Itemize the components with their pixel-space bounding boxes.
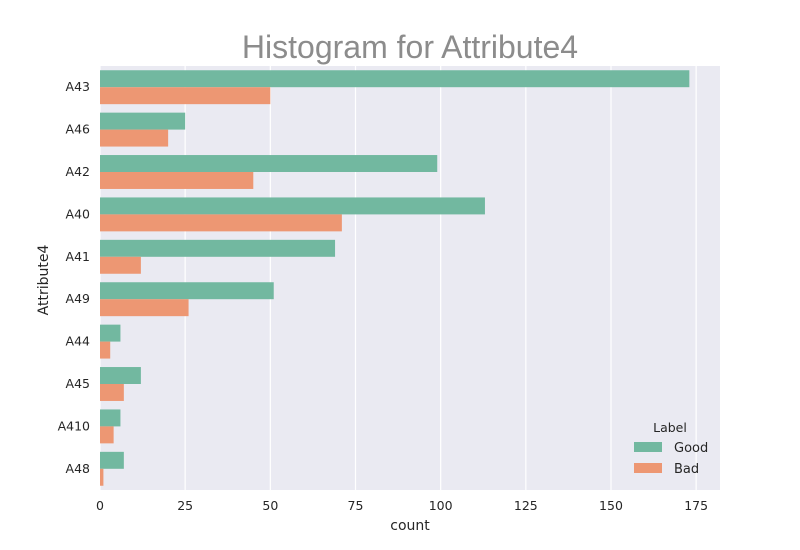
x-tick-label: 75 xyxy=(348,498,364,513)
bar-A41-bad xyxy=(100,256,141,274)
bar-A42-bad xyxy=(100,172,254,189)
bar-A43-good xyxy=(100,70,690,88)
y-tick-label: A48 xyxy=(66,461,91,476)
bar-A48-good xyxy=(100,451,124,469)
gridlines xyxy=(99,66,697,490)
y-tick-label: A42 xyxy=(66,164,90,179)
y-tick-label: A46 xyxy=(66,122,91,137)
y-tick-label: A40 xyxy=(66,206,91,221)
bar-A40-good xyxy=(100,197,485,215)
legend: Label Good Bad xyxy=(634,420,708,477)
bar-A43-bad xyxy=(100,87,271,105)
legend-label-good: Good xyxy=(674,441,708,456)
y-tick-label: A44 xyxy=(66,334,91,349)
y-tick-label: A43 xyxy=(66,79,90,94)
plot-area xyxy=(100,66,720,490)
bar-A48-bad xyxy=(100,468,104,486)
legend-swatch-bad xyxy=(634,463,662,473)
bar-A45-bad xyxy=(100,384,124,401)
bar-A410-good xyxy=(100,409,121,427)
bar-A44-bad xyxy=(100,341,111,359)
bar-A49-good xyxy=(100,282,274,300)
x-tick-labels: 0 25 50 75 100 125 150 175 xyxy=(96,498,708,513)
y-tick-labels: A43 A46 A42 A40 A41 A49 A44 A45 A410 A48 xyxy=(58,79,90,476)
chart-title: Histogram for Attribute4 xyxy=(242,29,578,65)
bar-A44-good xyxy=(100,324,121,342)
x-tick-label: 0 xyxy=(96,498,104,513)
x-tick-label: 125 xyxy=(514,498,538,513)
y-tick-label: A49 xyxy=(66,291,91,306)
x-tick-label: 175 xyxy=(684,498,708,513)
bar-A45-good xyxy=(100,367,141,384)
y-tick-label: A45 xyxy=(66,376,90,391)
y-tick-label: A410 xyxy=(58,418,90,433)
y-tick-label: A41 xyxy=(66,249,90,264)
x-tick-label: 150 xyxy=(599,498,623,513)
legend-swatch-good xyxy=(634,442,662,452)
bar-A46-bad xyxy=(100,129,169,147)
legend-title: Label xyxy=(653,420,687,435)
bar-A46-good xyxy=(100,112,186,130)
y-axis-label: Attribute4 xyxy=(36,245,52,316)
bar-A40-bad xyxy=(100,214,342,232)
bar-A41-good xyxy=(100,239,336,257)
bar-A42-good xyxy=(100,155,438,172)
x-axis-label: count xyxy=(390,518,430,534)
bar-A49-bad xyxy=(100,299,189,317)
x-tick-label: 50 xyxy=(262,498,278,513)
x-tick-label: 100 xyxy=(429,498,453,513)
x-tick-label: 25 xyxy=(177,498,193,513)
bars xyxy=(100,70,690,486)
bar-A410-bad xyxy=(100,426,114,444)
legend-label-bad: Bad xyxy=(674,462,699,477)
